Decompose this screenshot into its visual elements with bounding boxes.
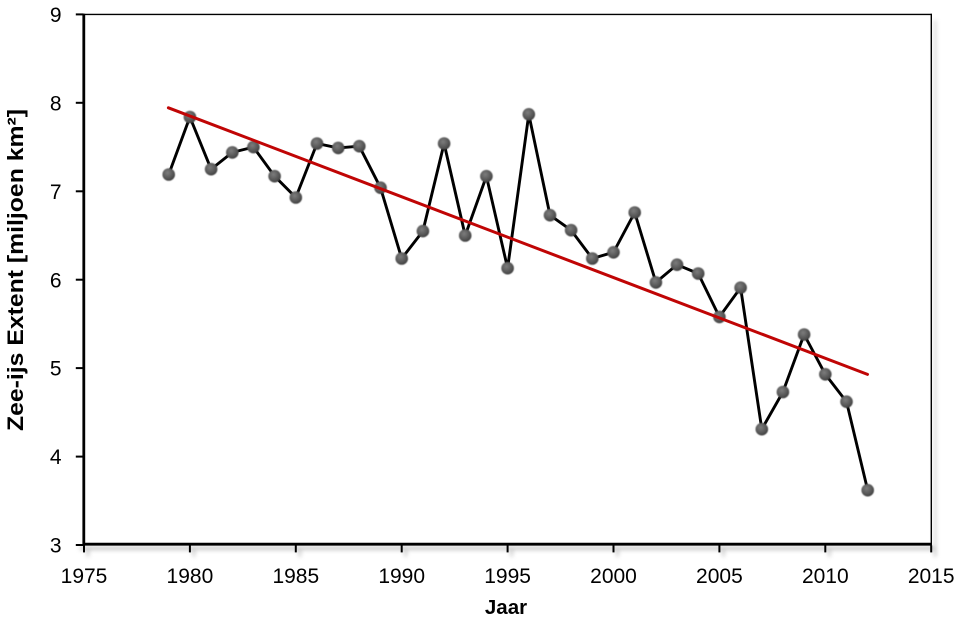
svg-text:1995: 1995 (484, 565, 531, 588)
svg-text:2005: 2005 (696, 565, 743, 588)
svg-text:9: 9 (50, 4, 62, 27)
svg-text:4: 4 (50, 446, 62, 469)
svg-text:3: 3 (50, 535, 62, 558)
svg-text:6: 6 (50, 269, 62, 292)
svg-text:1975: 1975 (61, 565, 108, 588)
svg-text:Jaar: Jaar (485, 596, 527, 619)
svg-text:1985: 1985 (272, 565, 319, 588)
svg-text:7: 7 (50, 181, 62, 204)
svg-text:1990: 1990 (378, 565, 425, 588)
svg-text:2015: 2015 (908, 565, 955, 588)
svg-text:Zee-ijs Extent [miljoen km²]: Zee-ijs Extent [miljoen km²] (3, 109, 28, 431)
svg-text:1980: 1980 (167, 565, 214, 588)
svg-text:2000: 2000 (590, 565, 637, 588)
svg-text:8: 8 (50, 92, 62, 115)
svg-text:2010: 2010 (802, 565, 849, 588)
svg-text:5: 5 (50, 358, 62, 381)
